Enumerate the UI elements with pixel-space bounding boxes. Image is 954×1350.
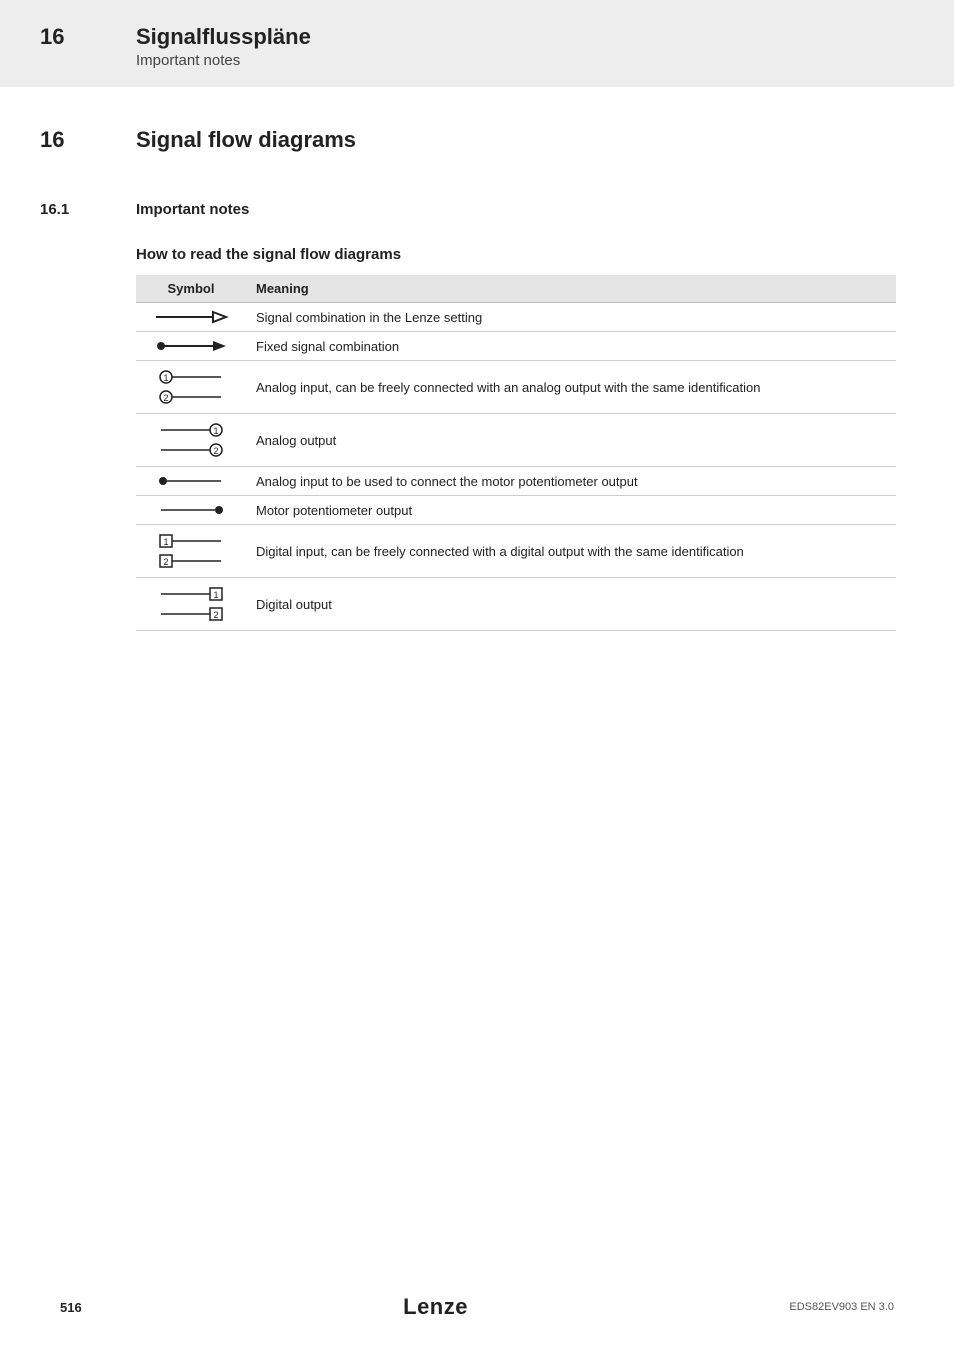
subsection-number: 16.1 [40, 201, 80, 218]
document-code: EDS82EV903 EN 3.0 [789, 1301, 894, 1313]
chapter-number: 16 [40, 24, 80, 50]
table-row: Analog input to be used to connect the m… [136, 467, 896, 496]
svg-text:2: 2 [213, 446, 218, 456]
symbol-cell [136, 496, 246, 525]
header-title: Signalflusspläne [136, 24, 311, 50]
table-row: 1 2 Analog output [136, 414, 896, 467]
meaning-cell: Analog input to be used to connect the m… [246, 467, 896, 496]
header-subtitle: Important notes [136, 52, 311, 69]
header-bar: 16 Signalflusspläne Important notes [0, 0, 954, 87]
subsection-title: Important notes [136, 201, 249, 218]
table-row: 1 2 Digital output [136, 578, 896, 631]
brand-logo: Lenze [403, 1294, 468, 1320]
svg-text:2: 2 [213, 610, 218, 620]
page-footer: 516 Lenze EDS82EV903 EN 3.0 [0, 1294, 954, 1320]
table-row: Signal combination in the Lenze setting [136, 303, 896, 332]
meaning-cell: Analog input, can be freely connected wi… [246, 361, 896, 414]
digital-output-icon: 1 2 [151, 584, 231, 624]
table-header-row: Symbol Meaning [136, 275, 896, 303]
table-row: Motor potentiometer output [136, 496, 896, 525]
table-row: 1 2 Analog input, can be freely connecte… [136, 361, 896, 414]
section-number: 16 [40, 127, 80, 153]
meaning-cell: Motor potentiometer output [246, 496, 896, 525]
motor-pot-input-icon [151, 473, 231, 489]
symbol-cell: 1 2 [136, 578, 246, 631]
symbol-cell: 1 2 [136, 525, 246, 578]
digital-input-icon: 1 2 [151, 531, 231, 571]
subsection-heading: 16.1 Important notes [40, 201, 914, 218]
page-number: 516 [60, 1300, 82, 1315]
meaning-cell: Digital input, can be freely connected w… [246, 525, 896, 578]
analog-input-icon: 1 2 [151, 367, 231, 407]
arrow-solid-icon [151, 338, 231, 354]
svg-text:2: 2 [163, 557, 168, 567]
col-header-meaning: Meaning [246, 275, 896, 303]
section-title: Signal flow diagrams [136, 127, 356, 153]
svg-text:1: 1 [213, 590, 218, 600]
page: 16 Signalflusspläne Important notes 16 S… [0, 0, 954, 1350]
symbol-cell [136, 467, 246, 496]
motor-pot-output-icon [151, 502, 231, 518]
table-row: Fixed signal combination [136, 332, 896, 361]
svg-text:1: 1 [213, 426, 218, 436]
arrow-outline-icon [151, 309, 231, 325]
svg-text:2: 2 [163, 393, 168, 403]
table-row: 1 2 Digital input, can be freely connect… [136, 525, 896, 578]
meaning-cell: Analog output [246, 414, 896, 467]
analog-output-icon: 1 2 [151, 420, 231, 460]
symbol-table: Symbol Meaning Signal combination in the… [136, 275, 896, 631]
howto-heading: How to read the signal flow diagrams [136, 246, 914, 263]
meaning-cell: Signal combination in the Lenze setting [246, 303, 896, 332]
section-heading: 16 Signal flow diagrams [40, 127, 914, 153]
meaning-cell: Fixed signal combination [246, 332, 896, 361]
symbol-cell: 1 2 [136, 361, 246, 414]
svg-text:1: 1 [163, 373, 168, 383]
header-titles: Signalflusspläne Important notes [136, 24, 311, 69]
symbol-cell [136, 332, 246, 361]
svg-text:1: 1 [163, 537, 168, 547]
symbol-cell: 1 2 [136, 414, 246, 467]
content-area: 16 Signal flow diagrams 16.1 Important n… [0, 87, 954, 631]
meaning-cell: Digital output [246, 578, 896, 631]
col-header-symbol: Symbol [136, 275, 246, 303]
symbol-cell [136, 303, 246, 332]
